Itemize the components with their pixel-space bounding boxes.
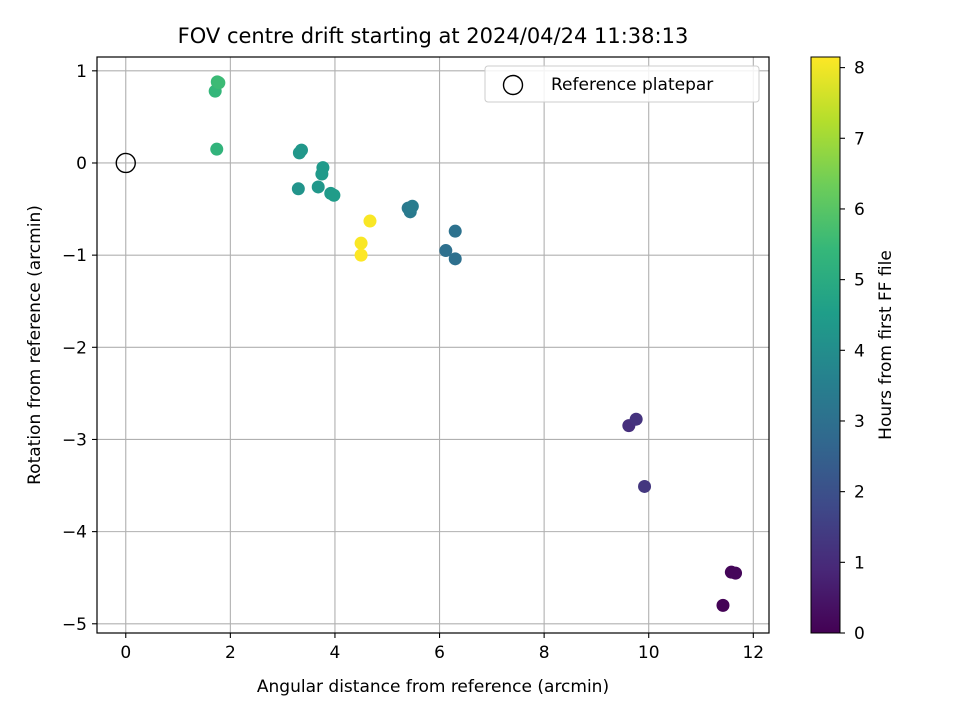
colorbar: [810, 56, 841, 634]
legend-entry-label: Reference platepar: [551, 75, 713, 95]
y-tick-label: −5: [62, 615, 87, 635]
colorbar-tick-label: 5: [854, 271, 865, 291]
colorbar-tick-label: 8: [854, 59, 865, 79]
data-points: [208, 75, 743, 612]
x-tick-label: 8: [539, 643, 550, 663]
x-tick-label: 12: [742, 643, 764, 663]
colorbar-label: Hours from first FF file: [876, 250, 896, 440]
y-axis-label: Rotation from reference (arcmin): [25, 205, 45, 485]
x-tick-label: 0: [120, 643, 131, 663]
data-point: [327, 188, 341, 202]
data-point: [439, 244, 453, 258]
x-tick-label: 6: [434, 643, 445, 663]
x-tick-label: 10: [638, 643, 660, 663]
data-point: [716, 598, 730, 612]
y-tick-label: −3: [62, 430, 87, 450]
data-point: [629, 412, 643, 426]
data-point: [405, 199, 419, 213]
plot-frame: [96, 56, 770, 634]
x-tick-label: 4: [330, 643, 341, 663]
data-point: [212, 76, 226, 90]
x-axis-ticks: 0 2 4 6 8 10 12: [120, 633, 764, 663]
data-point: [210, 142, 224, 156]
data-point: [638, 479, 652, 493]
data-point: [363, 214, 377, 228]
data-point: [354, 248, 368, 262]
data-point: [311, 180, 325, 194]
y-tick-label: −2: [62, 338, 87, 358]
reference-marker-layer: [115, 152, 136, 174]
colorbar-ticks: 0 1 2 3 4 5 6 7 8: [840, 59, 865, 644]
colorbar-tick-label: 7: [854, 129, 865, 149]
reference-platepar-marker: [115, 152, 136, 174]
legend-open-circle-icon: [502, 74, 524, 96]
data-point: [448, 224, 462, 238]
colorbar-tick-label: 2: [854, 483, 865, 503]
colorbar-tick-label: 6: [854, 200, 865, 220]
x-tick-label: 2: [225, 643, 236, 663]
x-axis-label: Angular distance from reference (arcmin): [257, 677, 609, 697]
y-tick-label: 1: [76, 62, 87, 82]
colorbar-tick-label: 0: [854, 624, 865, 644]
colorbar-tick-label: 3: [854, 412, 865, 432]
data-point: [448, 252, 462, 266]
colorbar-tick-label: 4: [854, 341, 865, 361]
chart-title: FOV centre drift starting at 2024/04/24 …: [178, 24, 689, 48]
y-tick-label: −4: [62, 523, 87, 543]
data-point: [316, 161, 330, 175]
data-point: [729, 566, 743, 580]
legend-box: [484, 65, 760, 103]
y-tick-label: −1: [62, 246, 87, 266]
y-axis-ticks: 1 0 −1 −2 −3 −4 −5: [62, 62, 97, 635]
data-point: [294, 143, 308, 157]
legend: Reference platepar: [484, 65, 760, 103]
data-point: [354, 236, 368, 250]
y-tick-label: 0: [76, 154, 87, 174]
grid-lines: [97, 57, 769, 633]
data-point: [291, 182, 305, 196]
colorbar-tick-label: 1: [854, 553, 865, 573]
